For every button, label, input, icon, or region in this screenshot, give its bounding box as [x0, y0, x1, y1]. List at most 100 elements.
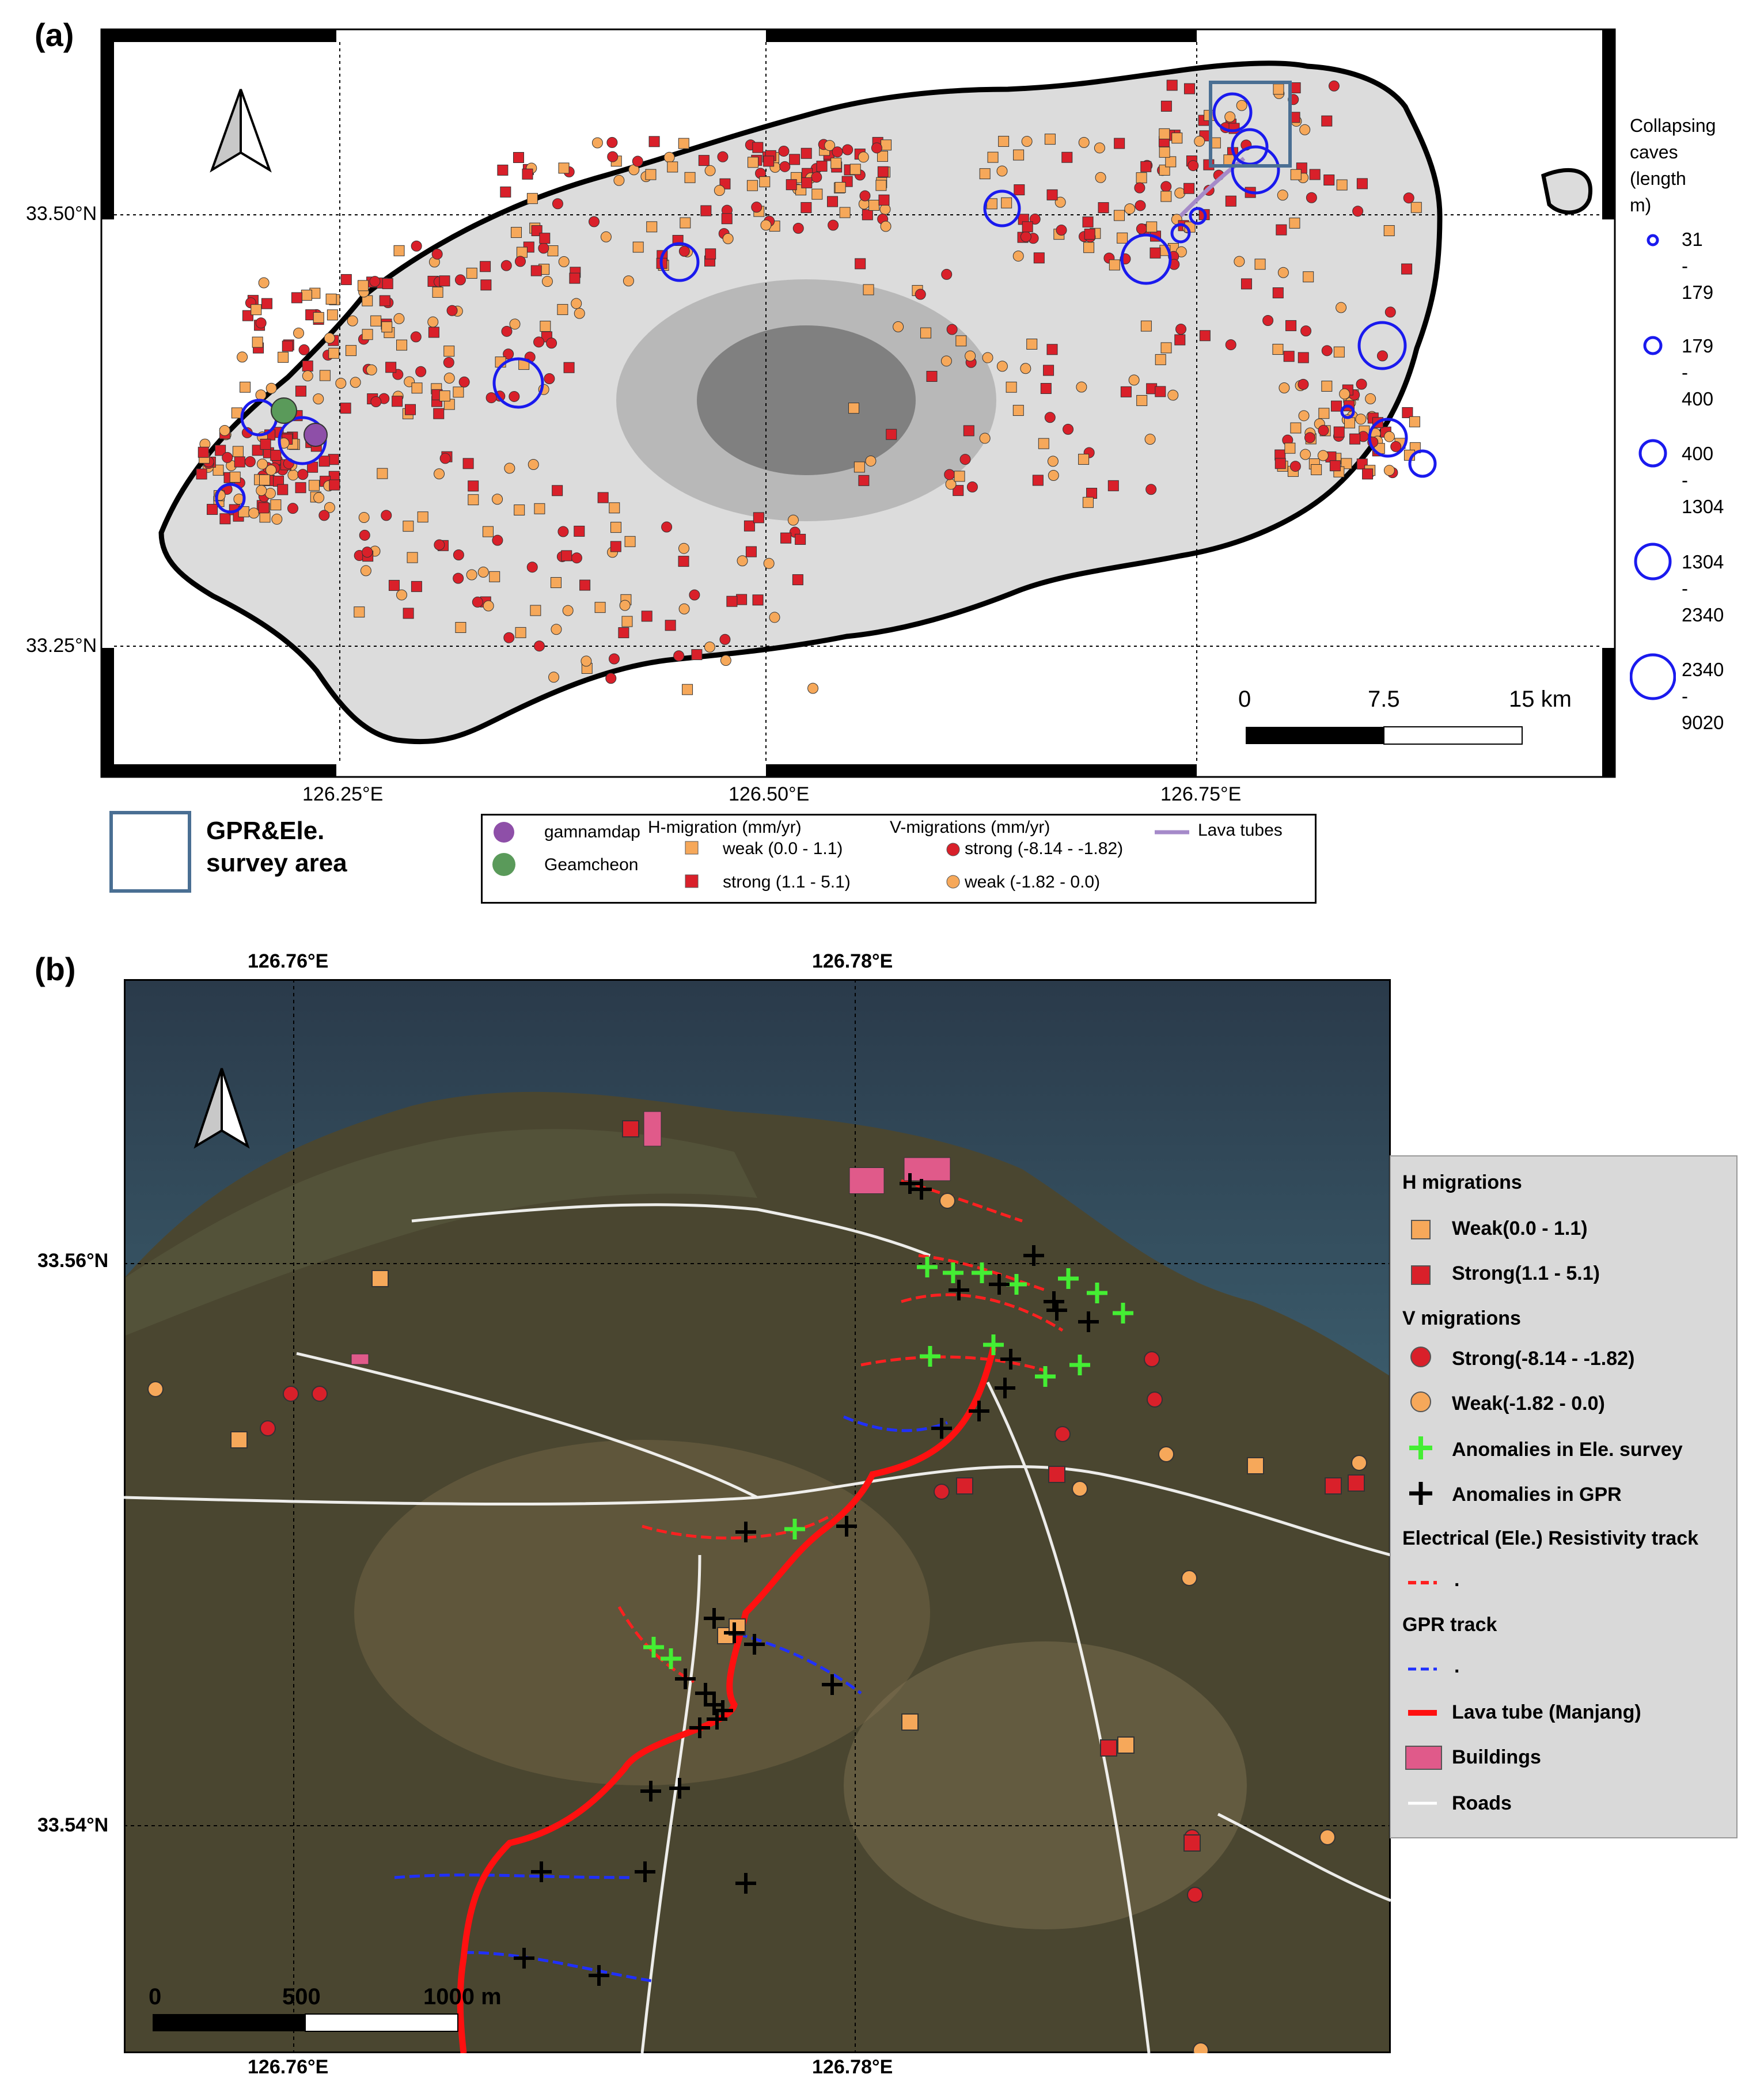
v-migration-marker [255, 389, 267, 401]
h-migration-marker [700, 205, 712, 217]
h-migration-marker [385, 362, 397, 373]
h-migration-marker [282, 340, 293, 352]
h-migration-marker [234, 456, 245, 468]
v-migration-marker [1298, 410, 1310, 422]
h-migration-marker [1006, 381, 1017, 393]
h-migration-marker [1298, 352, 1309, 363]
v-migration-marker [501, 325, 513, 337]
h-migration-marker [1409, 416, 1420, 427]
legend-v-strong: strong (-8.14 - -1.82) [965, 839, 1124, 858]
cave-class-2: 179 - 400 [1682, 335, 1714, 409]
lat-tick-b-33-56: 33.56°N [37, 1250, 109, 1272]
h-migration-marker [1311, 464, 1322, 475]
v-migration-marker [613, 175, 625, 186]
h-migration-marker [721, 213, 733, 225]
v-migration-marker [1124, 203, 1136, 215]
h-migration-marker [682, 684, 693, 695]
h-migration-marker [500, 186, 511, 198]
v-migration-marker [541, 276, 553, 287]
h-migration-marker [1165, 156, 1177, 168]
h-migration-marker [811, 188, 823, 200]
cave-class-1: 31 - 179 [1682, 229, 1714, 303]
h-migration-marker [1276, 224, 1287, 236]
h-migration-marker [1136, 172, 1147, 184]
h-migration-marker [1247, 1457, 1264, 1474]
v-migration-marker [979, 433, 991, 444]
h-migration-marker [1166, 79, 1178, 91]
v-migration-marker [966, 481, 978, 492]
h-migration-marker [1183, 1834, 1201, 1852]
v-migration-marker [1072, 1481, 1088, 1497]
gpr-anomaly-cross [822, 1674, 843, 1695]
v-migration-marker [1321, 345, 1333, 357]
h-migration-marker [358, 280, 369, 291]
v-migration-marker [312, 1386, 328, 1402]
h-migration-marker [801, 147, 812, 159]
v-migration-marker [533, 336, 545, 348]
v-migration-marker [717, 151, 729, 162]
h-migration-marker [610, 541, 621, 552]
v-migration-marker [283, 1386, 299, 1402]
h-migration-marker [569, 272, 581, 284]
v-migration-marker [1383, 465, 1395, 476]
h-migration-marker [325, 293, 337, 305]
h-migration-marker [795, 533, 806, 545]
h-migration-marker [439, 390, 450, 401]
h-migration-marker [1150, 247, 1161, 259]
scalebar-a-mid: 7.5 [1368, 687, 1400, 712]
building [643, 1111, 662, 1147]
h-migration-marker [340, 274, 352, 285]
h-migration-marker [1046, 344, 1058, 355]
h-migration-marker [516, 246, 528, 258]
h-migration-marker [340, 403, 351, 414]
v-migration-marker [552, 198, 563, 210]
gpr-anomaly-cross [836, 1516, 857, 1537]
legend-v-title: V-migrations (mm/yr) [890, 818, 1050, 837]
h-migration-marker [752, 142, 764, 153]
v-migration-marker [293, 327, 305, 339]
v-migration-marker [415, 366, 427, 377]
h-migration-marker [230, 1431, 248, 1448]
ele-anomaly-cross [972, 1262, 992, 1283]
v-migration-marker [1136, 223, 1147, 234]
v-migration-marker [1384, 306, 1396, 318]
v-migration-marker [1277, 189, 1288, 201]
gpr-anomaly-cross [949, 1280, 969, 1300]
survey-area-legend-box [109, 811, 191, 893]
h-migration-marker [278, 351, 289, 363]
cave-legend-symbols [1630, 234, 1676, 700]
h-migration-marker [258, 502, 270, 514]
v-migration-marker [362, 547, 373, 558]
h-migration-marker [1136, 395, 1148, 406]
v-migration-marker [396, 589, 407, 601]
h-migration-marker [1410, 202, 1422, 213]
v-migration-marker [358, 512, 370, 524]
h-migration-marker [726, 596, 738, 607]
gpr-anomaly-cross [911, 1179, 932, 1200]
h-migration-marker [1333, 426, 1345, 438]
h-migration-marker [618, 627, 629, 639]
h-migration-marker [1348, 1474, 1365, 1492]
h-migration-marker [1401, 263, 1413, 275]
h-migration-marker [428, 327, 439, 338]
legend-h-title: H-migration (mm/yr) [648, 818, 802, 837]
h-migration-marker [1001, 197, 1012, 208]
ele-anomaly-cross [1035, 1366, 1056, 1387]
h-migration-marker [411, 581, 422, 592]
h-migration-marker [680, 217, 691, 229]
h-migration-marker [753, 512, 764, 524]
legend-b-h-title: H migrations [1402, 1171, 1522, 1193]
legend-b-gpr-track-dot: . [1454, 1655, 1460, 1677]
h-migration-marker [1321, 381, 1333, 392]
gpr-anomaly-cross [931, 1418, 952, 1439]
lat-tick-b-33-54: 33.54°N [37, 1814, 109, 1836]
legend-b-ele-track: Electrical (Ele.) Resistivity track [1402, 1527, 1699, 1549]
h-migration-marker [346, 345, 356, 357]
h-migration-marker [455, 621, 466, 633]
h-migration-marker [1325, 1477, 1342, 1495]
v-migration-marker [763, 558, 775, 569]
h-migration-marker [597, 492, 609, 503]
lon-tick-b-top-2: 126.78°E [812, 950, 893, 972]
v-migration-marker [509, 318, 521, 330]
v-migration-marker [811, 172, 822, 183]
